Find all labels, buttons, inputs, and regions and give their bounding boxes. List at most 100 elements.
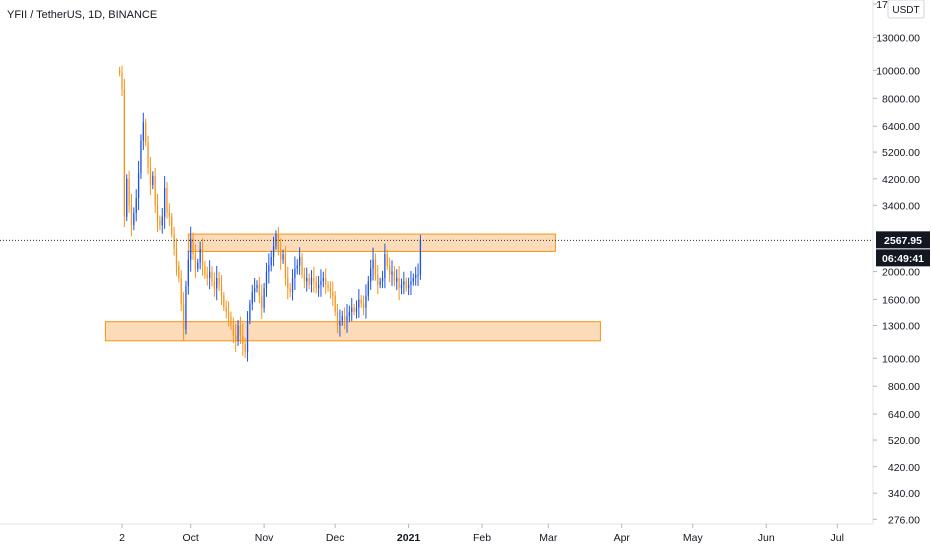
- candle-body[interactable]: [190, 238, 192, 260]
- candle-body[interactable]: [294, 268, 296, 279]
- candle-body[interactable]: [310, 278, 313, 285]
- candle-body[interactable]: [180, 278, 182, 304]
- candle-body[interactable]: [374, 259, 377, 275]
- zone-rect[interactable]: [104, 321, 601, 342]
- candle-body[interactable]: [351, 307, 353, 312]
- candle-body[interactable]: [142, 122, 144, 141]
- candle-body[interactable]: [249, 303, 251, 321]
- candle-body[interactable]: [223, 295, 225, 308]
- candle-body[interactable]: [211, 271, 213, 282]
- candle-body[interactable]: [322, 278, 324, 282]
- candle-body[interactable]: [185, 286, 187, 330]
- candle-body[interactable]: [325, 278, 327, 285]
- candle-body[interactable]: [336, 311, 339, 326]
- candle-body[interactable]: [194, 254, 197, 269]
- candle-body[interactable]: [256, 284, 258, 289]
- candle-body[interactable]: [208, 271, 211, 279]
- time-axis[interactable]: 2 Oct Nov Dec 2021 Feb Mar Apr May Jun Jul: [119, 524, 844, 544]
- candle-body[interactable]: [213, 281, 216, 289]
- candle-body[interactable]: [405, 281, 407, 289]
- candle-body[interactable]: [218, 278, 220, 285]
- candle-body[interactable]: [282, 254, 284, 260]
- candle-body[interactable]: [379, 281, 381, 285]
- candle-body[interactable]: [377, 274, 379, 285]
- candle-body[interactable]: [168, 212, 171, 217]
- candle-body[interactable]: [118, 70, 121, 73]
- candle-body[interactable]: [145, 122, 147, 143]
- candle-body[interactable]: [149, 167, 152, 185]
- candle-body[interactable]: [289, 288, 291, 292]
- candle-body[interactable]: [341, 316, 343, 321]
- candle-body[interactable]: [268, 265, 270, 272]
- candle-body[interactable]: [242, 335, 244, 345]
- candle-body[interactable]: [303, 274, 306, 282]
- candle-body[interactable]: [391, 271, 393, 275]
- candle-body[interactable]: [220, 284, 223, 296]
- candle-body[interactable]: [137, 173, 140, 199]
- candle-body[interactable]: [182, 303, 185, 330]
- candle-body[interactable]: [265, 271, 268, 289]
- candle-body[interactable]: [296, 265, 298, 269]
- candle-body[interactable]: [159, 220, 161, 226]
- candle-body[interactable]: [332, 291, 334, 296]
- candle-body[interactable]: [201, 248, 204, 266]
- candle-body[interactable]: [287, 278, 289, 289]
- candle-body[interactable]: [173, 234, 175, 249]
- candle-body[interactable]: [334, 295, 336, 312]
- candle-body[interactable]: [275, 234, 277, 247]
- candle-body[interactable]: [365, 295, 367, 308]
- candle-body[interactable]: [367, 281, 369, 296]
- candle-body[interactable]: [123, 89, 126, 217]
- candle-body[interactable]: [147, 142, 149, 168]
- candle-body[interactable]: [298, 256, 301, 266]
- candle-body[interactable]: [135, 198, 137, 213]
- candle-body[interactable]: [280, 248, 282, 260]
- candle-body[interactable]: [315, 281, 317, 289]
- candle-body[interactable]: [370, 268, 372, 282]
- zone-rect[interactable]: [187, 233, 556, 252]
- candle-body[interactable]: [400, 284, 403, 289]
- candle-body[interactable]: [178, 265, 180, 279]
- candle-body[interactable]: [272, 246, 275, 257]
- candle-body[interactable]: [343, 316, 346, 321]
- candle-body[interactable]: [133, 212, 135, 226]
- candle-body[interactable]: [313, 278, 315, 282]
- candle-body[interactable]: [154, 175, 156, 206]
- candle-body[interactable]: [327, 284, 329, 289]
- candle-body[interactable]: [301, 256, 303, 275]
- candle-body[interactable]: [339, 320, 341, 326]
- candle-body[interactable]: [206, 274, 208, 279]
- candle-body[interactable]: [355, 307, 358, 312]
- candle-body[interactable]: [152, 175, 154, 185]
- candle-body[interactable]: [237, 325, 239, 341]
- candle-body[interactable]: [251, 291, 253, 304]
- candle-body[interactable]: [393, 271, 396, 282]
- candle-body[interactable]: [329, 288, 332, 292]
- candle-body[interactable]: [415, 274, 417, 279]
- candle-body[interactable]: [128, 178, 130, 206]
- candle-body[interactable]: [306, 278, 308, 282]
- candle-body[interactable]: [419, 240, 422, 275]
- candle-body[interactable]: [225, 307, 227, 312]
- candle-body[interactable]: [284, 254, 287, 279]
- candle-body[interactable]: [244, 344, 246, 353]
- currency-box[interactable]: [887, 0, 925, 19]
- candle-body[interactable]: [140, 140, 142, 174]
- candle-body[interactable]: [291, 278, 294, 292]
- candle-body[interactable]: [121, 72, 123, 90]
- candle-body[interactable]: [166, 188, 168, 213]
- candle-body[interactable]: [360, 299, 362, 304]
- candle-body[interactable]: [239, 325, 242, 336]
- candle-body[interactable]: [230, 316, 232, 326]
- candle-body[interactable]: [261, 295, 263, 308]
- candle-body[interactable]: [417, 274, 419, 276]
- candle-body[interactable]: [398, 278, 400, 289]
- candle-body[interactable]: [346, 316, 348, 321]
- candle-body[interactable]: [410, 281, 412, 285]
- candle-body[interactable]: [384, 254, 386, 279]
- candle-body[interactable]: [126, 178, 128, 217]
- candle-body[interactable]: [156, 205, 159, 221]
- candle-body[interactable]: [227, 311, 230, 317]
